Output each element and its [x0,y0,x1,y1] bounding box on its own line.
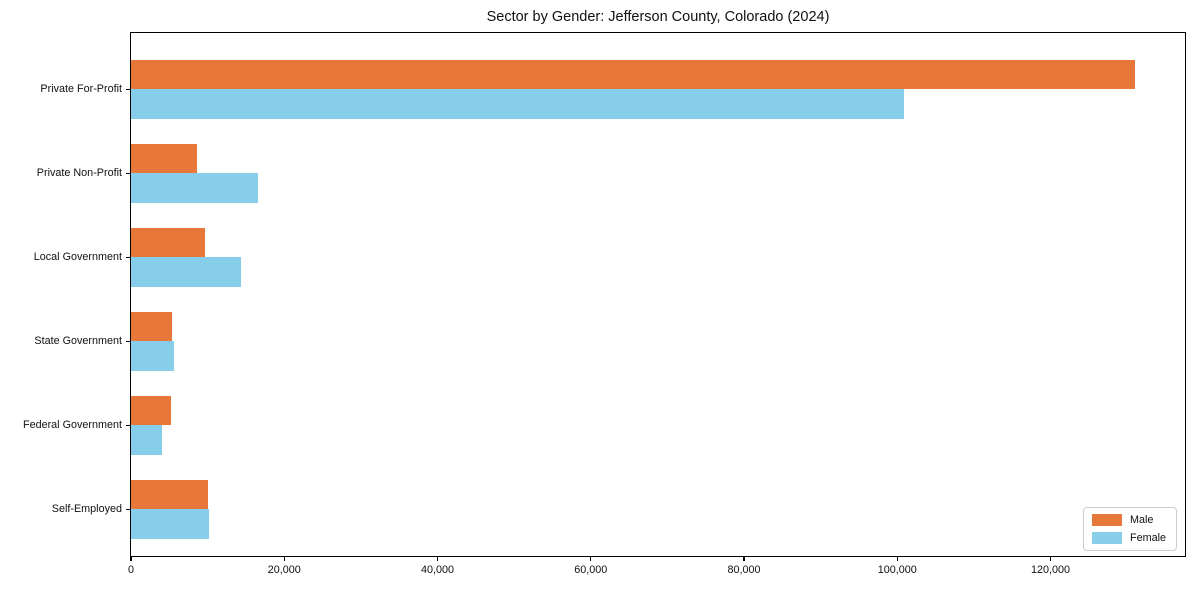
bar-female-2 [131,257,241,287]
legend: Male Female [1082,507,1177,551]
chart-title: Sector by Gender: Jefferson County, Colo… [486,9,830,25]
x-tick-mark-6 [1049,557,1052,561]
x-tick-label-2: 40,000 [420,564,455,576]
y-tick-mark-5 [126,509,130,511]
x-tick-label-3: 60,000 [574,564,608,576]
female-color-swatch [1091,532,1122,544]
male-color-swatch [1091,514,1122,526]
bar-female-5 [131,509,210,539]
bar-male-3 [131,311,173,341]
x-tick-mark-3 [590,557,592,561]
y-tick-mark-3 [126,341,130,343]
bar-female-4 [131,425,163,455]
x-tick-label-6: 120,000 [1031,564,1071,576]
x-tick-mark-2 [436,557,439,561]
y-tick-label-2: Local Government [33,250,122,263]
x-tick-mark-4 [743,557,745,561]
x-tick-mark-0 [130,557,132,561]
bar-female-3 [131,341,174,371]
bar-male-0 [131,59,1135,89]
bar-male-2 [131,227,205,257]
x-tick-label-5: 100,000 [877,564,917,576]
legend-label-female: Female [1129,532,1166,544]
y-tick-mark-4 [126,425,130,427]
legend-entry-male: Male [1091,514,1166,526]
bar-female-1 [131,173,259,203]
x-tick-mark-5 [896,557,898,561]
legend-label-male: Male [1129,514,1154,526]
x-tick-mark-1 [283,557,285,561]
legend-entry-female: Female [1091,532,1166,544]
x-tick-label-4: 80,000 [727,564,761,576]
bar-male-5 [131,479,208,509]
plot-area: Male Female [130,32,1186,557]
y-tick-label-1: Private Non-Profit [36,166,122,179]
y-tick-label-4: Federal Government [22,418,122,431]
y-tick-label-0: Private For-Profit [40,82,122,95]
y-tick-label-3: State Government [34,334,122,347]
bar-male-1 [131,143,197,173]
y-tick-mark-0 [126,89,130,91]
bar-male-4 [131,395,171,425]
y-tick-label-5: Self-Employed [51,502,122,515]
bar-female-0 [131,89,905,119]
x-tick-label-1: 20,000 [267,564,301,576]
y-tick-mark-1 [126,173,130,175]
y-tick-mark-2 [126,257,130,259]
x-tick-label-0: 0 [127,564,134,576]
